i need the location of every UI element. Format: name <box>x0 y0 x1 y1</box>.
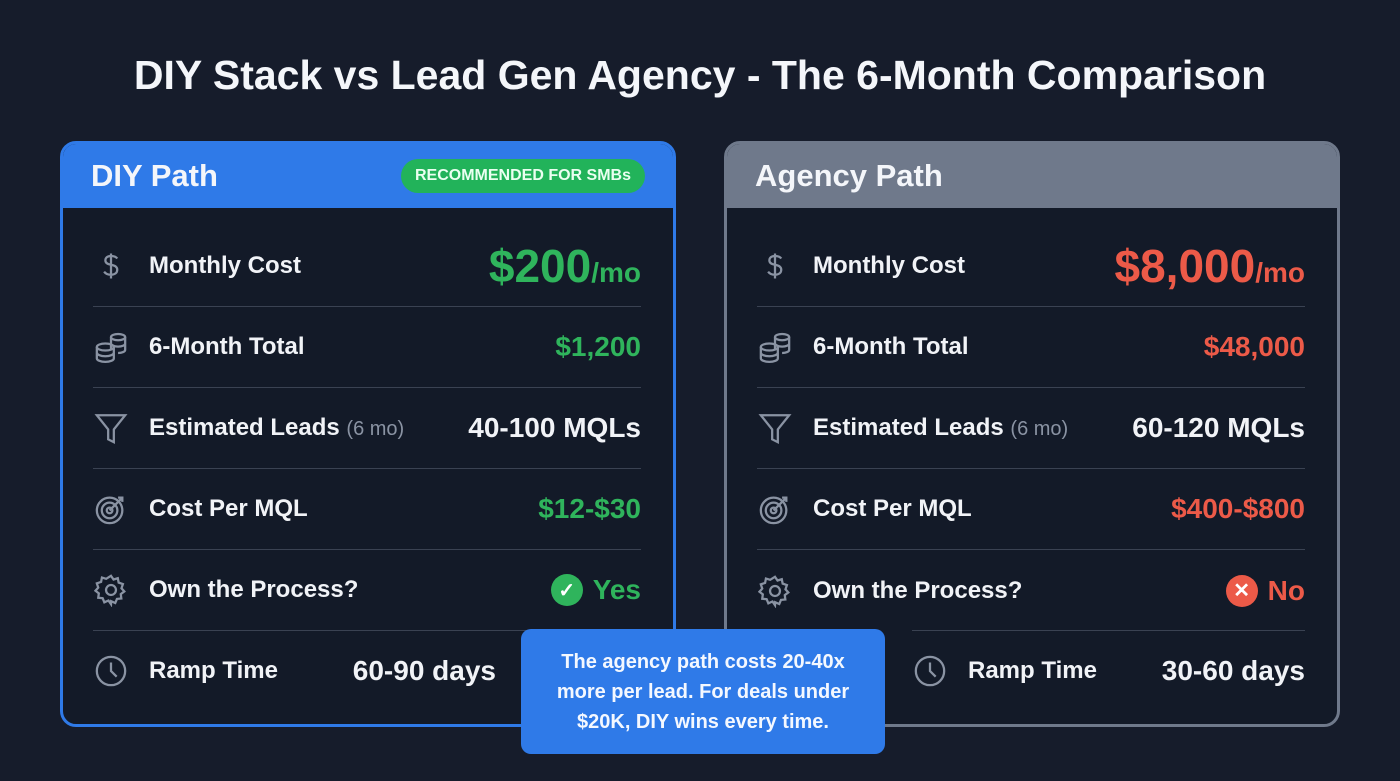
row-value: $8,000/mo <box>1114 240 1305 292</box>
row-ramp-time: Ramp Time 30-60 days <box>912 629 1305 711</box>
gear-icon <box>757 573 793 609</box>
row-value: $200/mo <box>488 240 641 292</box>
x-icon: ✕ <box>1225 574 1258 607</box>
coins-icon <box>757 329 793 365</box>
row-cost-per-mql: Cost Per MQL $12-$30 <box>93 469 641 550</box>
row-value: 60-90 days <box>352 654 496 686</box>
row-6-month-total: 6-Month Total $48,000 <box>757 307 1305 388</box>
row-label: Cost Per MQL <box>813 495 972 522</box>
row-value: ✓ Yes <box>550 574 641 606</box>
row-value: $1,200 <box>555 331 641 362</box>
row-label: Monthly Cost <box>149 252 301 279</box>
row-label: Own the Process? <box>149 576 359 603</box>
row-monthly-cost: Monthly Cost $200/mo <box>93 226 641 307</box>
row-label: Ramp Time <box>968 656 1097 684</box>
clock-icon <box>912 653 948 689</box>
target-icon <box>757 491 793 527</box>
agency-card-title: Agency Path <box>755 158 943 193</box>
row-value: 40-100 MQLs <box>468 412 641 443</box>
dollar-icon <box>93 248 129 284</box>
recommended-badge: RECOMMENDED FOR SMBs <box>400 159 645 193</box>
clock-icon <box>93 653 129 689</box>
row-label: Cost Per MQL <box>149 495 308 522</box>
page-title: DIY Stack vs Lead Gen Agency - The 6-Mon… <box>133 52 1267 98</box>
row-value: 30-60 days <box>1161 654 1305 686</box>
dollar-icon <box>757 248 793 284</box>
row-label: Estimated Leads (6 mo) <box>813 414 1069 441</box>
row-estimated-leads: Estimated Leads (6 mo) 40-100 MQLs <box>93 388 641 469</box>
row-value: ✕ No <box>1225 574 1305 607</box>
row-estimated-leads: Estimated Leads (6 mo) 60-120 MQLs <box>757 388 1305 469</box>
row-label: Own the Process? <box>813 576 1023 604</box>
target-icon <box>93 491 129 527</box>
row-value: $48,000 <box>1203 331 1305 362</box>
row-label: 6-Month Total <box>149 333 305 360</box>
row-label: 6-Month Total <box>813 333 969 360</box>
funnel-icon <box>757 410 793 446</box>
gear-icon <box>93 572 129 608</box>
funnel-icon <box>93 410 129 446</box>
row-cost-per-mql: Cost Per MQL $400-$800 <box>757 469 1305 550</box>
row-monthly-cost: Monthly Cost $8,000/mo <box>757 226 1305 307</box>
row-own-process: Own the Process? ✓ Yes <box>93 550 641 631</box>
row-label: Monthly Cost <box>813 252 965 279</box>
row-label: Ramp Time <box>149 656 278 684</box>
row-own-process: Own the Process? ✕ No <box>757 550 1305 631</box>
diy-path-card: DIY Path RECOMMENDED FOR SMBs Monthly Co… <box>60 141 676 727</box>
row-value: 60-120 MQLs <box>1132 412 1305 443</box>
diy-card-header: DIY Path RECOMMENDED FOR SMBs <box>63 144 673 208</box>
row-label: Estimated Leads (6 mo) <box>149 414 405 441</box>
row-ramp-time: Ramp Time 60-90 days <box>93 629 496 711</box>
callout-note: The agency path costs 20-40x more per le… <box>521 629 885 754</box>
agency-card-header: Agency Path <box>727 144 1337 208</box>
diy-card-title: DIY Path <box>91 158 218 193</box>
row-value: $12-$30 <box>538 493 641 524</box>
row-value: $400-$800 <box>1171 493 1305 524</box>
row-6-month-total: 6-Month Total $1,200 <box>93 307 641 388</box>
coins-icon <box>93 329 129 365</box>
check-icon: ✓ <box>550 574 583 606</box>
